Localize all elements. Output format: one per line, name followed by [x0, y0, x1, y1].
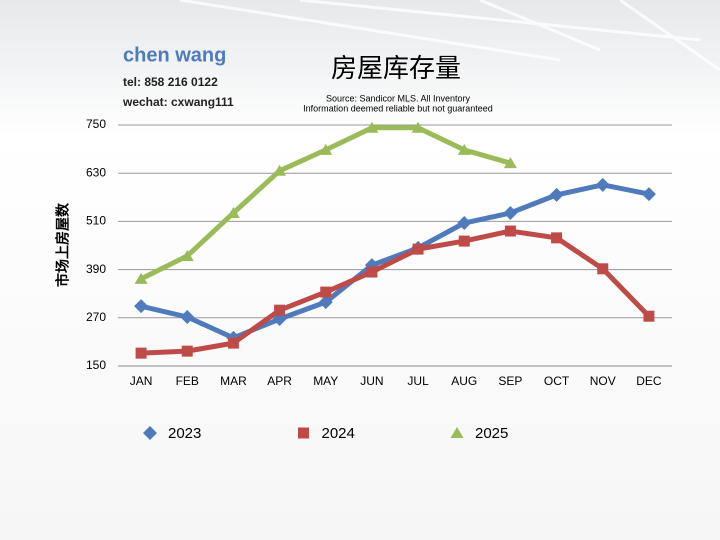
chart-subtitle: Source: Sandicor MLS. All Inventory — [326, 93, 471, 103]
legend-label: 2024 — [322, 425, 355, 442]
marker — [411, 121, 425, 133]
y-tick-label: 510 — [86, 214, 106, 228]
marker — [134, 299, 149, 314]
x-tick-label: MAY — [313, 374, 338, 388]
marker — [226, 206, 240, 218]
x-tick-label: OCT — [544, 374, 570, 388]
x-tick-label: NOV — [590, 374, 616, 388]
chart-subtitle: Information deemed reliable but not guar… — [303, 103, 493, 113]
marker — [320, 286, 332, 298]
marker — [318, 295, 333, 310]
legend-marker — [450, 427, 464, 438]
marker — [595, 177, 610, 192]
x-tick-label: MAR — [220, 374, 247, 388]
marker — [180, 249, 194, 261]
x-tick-label: FEB — [176, 374, 199, 388]
decor-lines — [179, 0, 720, 72]
marker — [597, 263, 609, 275]
marker — [366, 266, 378, 278]
author-wechat: wechat: cxwang111 — [122, 95, 234, 109]
y-tick-label: 630 — [86, 165, 106, 179]
y-tick-label: 390 — [86, 262, 106, 276]
x-tick-label: JUL — [407, 374, 429, 388]
marker — [274, 304, 286, 316]
marker — [135, 347, 147, 359]
legend-label: 2023 — [168, 425, 201, 442]
y-tick-label: 750 — [86, 117, 106, 131]
marker — [412, 243, 424, 255]
series-line — [140, 228, 651, 356]
marker — [458, 235, 470, 247]
marker — [504, 225, 516, 237]
marker — [134, 272, 148, 284]
x-tick-label: JUN — [360, 374, 383, 388]
marker — [273, 164, 287, 176]
marker — [551, 232, 563, 244]
x-tick-label: JAN — [130, 374, 153, 388]
marker — [365, 121, 379, 133]
marker — [549, 187, 564, 202]
marker — [319, 143, 333, 155]
marker — [457, 143, 471, 155]
legend-marker — [298, 427, 309, 439]
chart-title: 房屋库存量 — [331, 53, 461, 83]
marker — [503, 205, 518, 220]
marker — [181, 345, 193, 357]
author-name: chen wang — [123, 44, 226, 66]
author-tel: tel: 858 216 0122 — [123, 75, 218, 89]
marker — [180, 309, 195, 324]
marker — [643, 310, 655, 322]
x-tick-label: AUG — [451, 374, 477, 388]
x-tick-label: DEC — [636, 374, 662, 388]
marker — [641, 187, 656, 202]
y-axis-label: 市场上房屋数 — [55, 202, 71, 287]
series-line — [140, 182, 650, 341]
legend-marker — [143, 426, 157, 440]
legend-label: 2025 — [475, 425, 508, 442]
marker — [227, 337, 239, 349]
y-tick-label: 150 — [86, 358, 106, 372]
y-tick-label: 270 — [86, 310, 106, 324]
marker — [457, 216, 472, 231]
x-tick-label: SEP — [498, 374, 522, 388]
x-tick-label: APR — [267, 374, 292, 388]
marker — [503, 157, 517, 169]
